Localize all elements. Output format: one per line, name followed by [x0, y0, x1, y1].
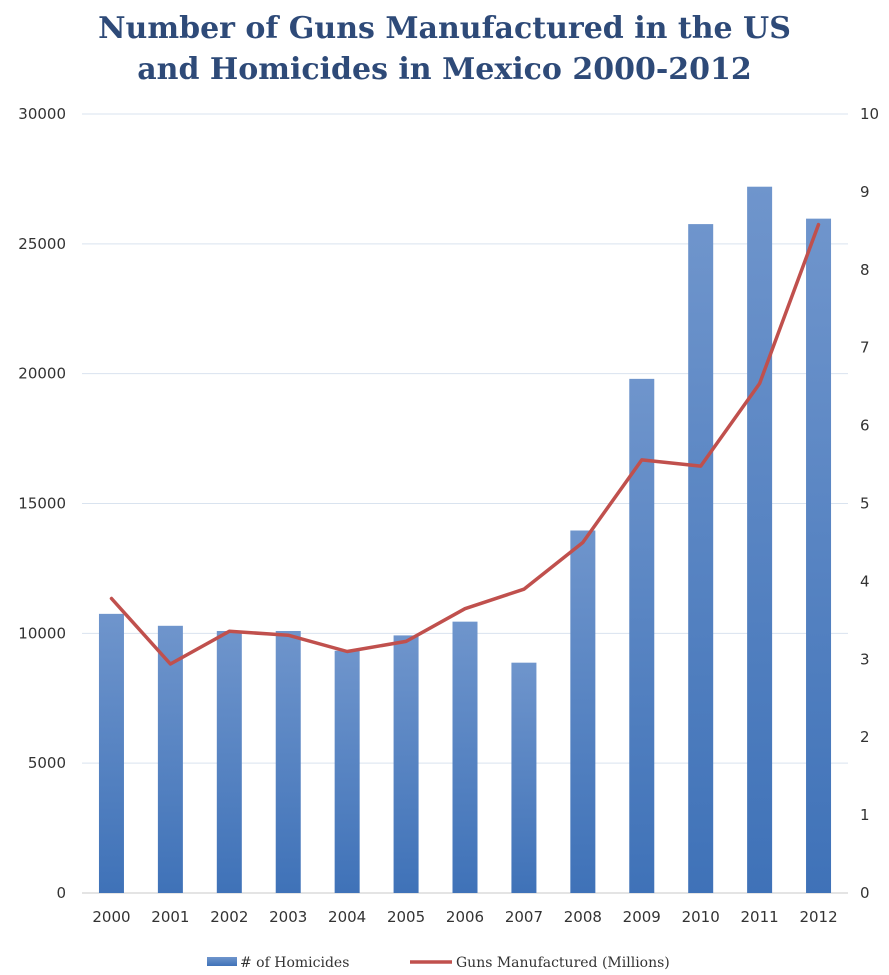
bar-2011: [747, 186, 773, 893]
bar-2003: [275, 630, 301, 893]
x-tick-label: 2001: [151, 908, 189, 926]
x-tick-label: 2004: [328, 908, 366, 926]
bar-2010: [688, 224, 714, 894]
x-tick-label: 2005: [387, 908, 425, 926]
chart-title-line-1: Number of Guns Manufactured in the US: [98, 11, 791, 46]
left-tick-label: 25000: [18, 235, 66, 253]
right-tick-label: 10: [860, 105, 879, 123]
right-tick-label: 2: [860, 728, 870, 746]
x-tick-label: 2009: [623, 908, 661, 926]
bar-2001: [157, 625, 183, 893]
bar-2000: [98, 613, 124, 893]
bar-2006: [452, 621, 478, 893]
legend-line-label: Guns Manufactured (Millions): [456, 955, 670, 971]
bar-2004: [334, 650, 360, 893]
x-tick-label: 2007: [505, 908, 543, 926]
right-tick-label: 3: [860, 650, 870, 668]
chart-title: Number of Guns Manufactured in the US an…: [0, 8, 889, 90]
right-tick-label: 5: [860, 495, 870, 513]
x-tick-label: 2011: [741, 908, 779, 926]
right-tick-label: 4: [860, 572, 870, 590]
bar-2002: [216, 630, 242, 893]
bar-2005: [393, 635, 419, 893]
right-tick-label: 6: [860, 417, 870, 435]
bar-2007: [511, 662, 537, 893]
legend-bar-label: # of Homicides: [240, 955, 349, 971]
left-tick-label: 10000: [18, 624, 66, 642]
left-tick-label: 15000: [18, 495, 66, 513]
x-tick-label: 2008: [564, 908, 602, 926]
x-tick-label: 2000: [92, 908, 130, 926]
bar-2008: [570, 530, 596, 893]
legend: # of Homicides Guns Manufactured (Million…: [207, 955, 670, 971]
x-tick-label: 2003: [269, 908, 307, 926]
left-axis: 0 5000 10000 15000 20000 25000 30000: [18, 105, 66, 902]
bar-2009: [629, 378, 655, 893]
bar-2012: [806, 218, 832, 894]
left-tick-label: 30000: [18, 105, 66, 123]
x-tick-label: 2002: [210, 908, 248, 926]
line-series: [109, 222, 821, 666]
right-tick-label: 1: [860, 806, 870, 824]
x-tick-label: 2012: [799, 908, 837, 926]
right-axis: 0 1 2 3 4 5 6 7 8 9 10: [860, 105, 879, 902]
left-tick-label: 20000: [18, 365, 66, 383]
x-tick-label: 2006: [446, 908, 484, 926]
right-tick-label: 8: [860, 261, 870, 279]
right-tick-label: 9: [860, 183, 870, 201]
bar-series: [98, 186, 832, 894]
left-tick-label: 5000: [28, 754, 66, 772]
legend-bar-swatch: [207, 957, 237, 966]
right-tick-label: 0: [860, 884, 870, 902]
left-tick-label: 0: [56, 884, 66, 902]
chart-title-line-2: and Homicides in Mexico 2000-2012: [137, 52, 752, 87]
right-tick-label: 7: [860, 339, 870, 357]
x-tick-label: 2010: [682, 908, 720, 926]
x-axis: 2000 2001 2002 2003 2004 2005 2006 2007 2008 2009…: [92, 908, 837, 926]
